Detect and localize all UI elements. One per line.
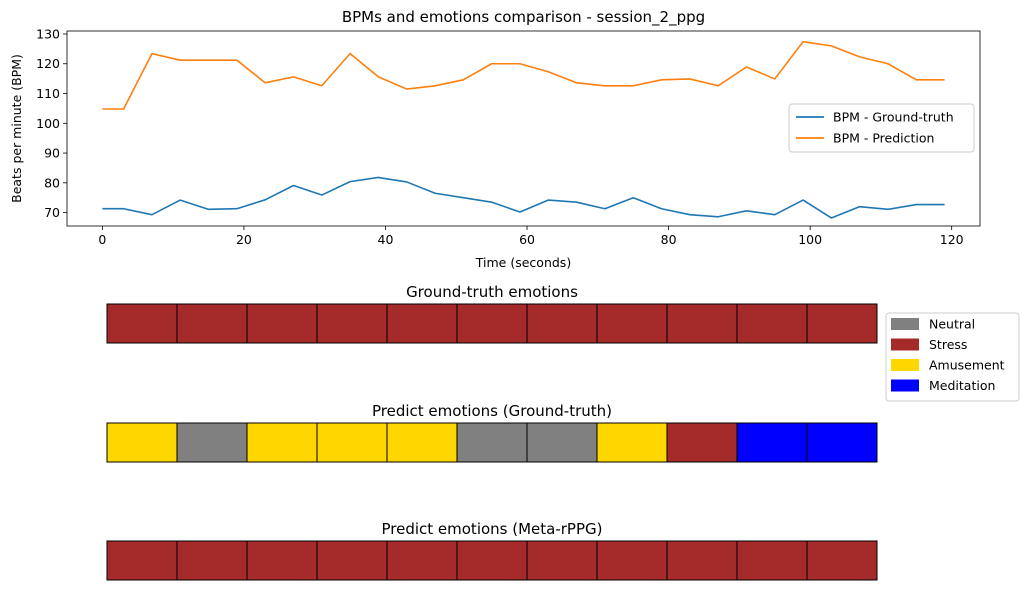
emotion-cell bbox=[316, 303, 388, 344]
emotion-legend-box bbox=[885, 312, 1020, 402]
x-axis-label: Time (seconds) bbox=[475, 255, 571, 270]
strip-title-2: Predict emotions (Meta-rPPG) bbox=[381, 520, 602, 538]
emotion-cell bbox=[596, 540, 668, 581]
x-tick-label: 20 bbox=[236, 232, 252, 247]
y-tick-label: 110 bbox=[36, 86, 60, 101]
y-tick-label: 80 bbox=[44, 175, 60, 190]
emotion-swatch-3 bbox=[891, 379, 919, 392]
emotion-cell bbox=[106, 422, 178, 463]
y-tick-label: 130 bbox=[36, 26, 60, 41]
y-tick-label: 100 bbox=[36, 116, 60, 131]
emotion-strips: Ground-truth emotions Predict emotions (G… bbox=[106, 283, 878, 581]
line-legend: BPM - Ground-truth BPM - Prediction bbox=[788, 103, 975, 153]
legend-label-0: BPM - Ground-truth bbox=[833, 110, 954, 125]
emotion-cell bbox=[456, 540, 528, 581]
emotion-cell bbox=[246, 540, 318, 581]
emotion-label-2: Amusement bbox=[929, 358, 1005, 373]
emotion-cell bbox=[246, 422, 318, 463]
series-line-1 bbox=[102, 40, 945, 110]
emotion-cell bbox=[666, 303, 738, 344]
series-line-0 bbox=[102, 176, 945, 219]
emotion-cell bbox=[386, 303, 458, 344]
emotion-cell bbox=[736, 422, 808, 463]
emotion-label-1: Stress bbox=[929, 337, 967, 352]
emotion-cell bbox=[316, 540, 388, 581]
emotion-cell bbox=[806, 422, 878, 463]
strip-title-1: Predict emotions (Ground-truth) bbox=[372, 402, 612, 420]
strip-frame-1 bbox=[106, 422, 878, 463]
emotion-cell bbox=[386, 540, 458, 581]
y-tick-label: 90 bbox=[44, 146, 60, 161]
x-tick-label: 80 bbox=[661, 232, 677, 247]
x-tick-label: 120 bbox=[940, 232, 964, 247]
strip-frame-2 bbox=[106, 540, 878, 581]
emotion-cell bbox=[596, 422, 668, 463]
emotion-cell bbox=[806, 540, 878, 581]
emotion-cell bbox=[386, 422, 458, 463]
emotion-cell bbox=[666, 540, 738, 581]
emotion-cell bbox=[666, 422, 738, 463]
emotion-cell bbox=[176, 303, 248, 344]
emotion-cell bbox=[526, 422, 598, 463]
strip-frame-0 bbox=[106, 303, 878, 344]
plot-frame bbox=[66, 30, 981, 227]
emotion-cell bbox=[456, 422, 528, 463]
emotion-cell bbox=[246, 303, 318, 344]
x-tick-label: 100 bbox=[798, 232, 822, 247]
emotion-cell bbox=[456, 303, 528, 344]
emotion-label-0: Neutral bbox=[929, 317, 975, 332]
x-tick-label: 40 bbox=[378, 232, 394, 247]
emotion-swatch-1 bbox=[891, 338, 919, 351]
legend-label-1: BPM - Prediction bbox=[833, 131, 934, 146]
emotion-cell bbox=[316, 422, 388, 463]
emotion-cell bbox=[596, 303, 668, 344]
x-tick-label: 60 bbox=[519, 232, 535, 247]
emotion-cell bbox=[806, 303, 878, 344]
emotion-cell bbox=[736, 540, 808, 581]
emotion-legend: Neutral Stress Amusement Meditation bbox=[885, 312, 1020, 402]
strip-title-0: Ground-truth emotions bbox=[406, 283, 578, 301]
line-legend-box bbox=[788, 103, 975, 153]
y-tick-label: 120 bbox=[36, 56, 60, 71]
emotion-cell bbox=[736, 303, 808, 344]
emotion-cell bbox=[106, 540, 178, 581]
y-tick-label: 70 bbox=[44, 205, 60, 220]
x-tick-label: 0 bbox=[98, 232, 106, 247]
emotion-cell bbox=[176, 540, 248, 581]
emotion-swatch-2 bbox=[891, 359, 919, 371]
emotion-label-3: Meditation bbox=[929, 378, 995, 393]
chart-title: BPMs and emotions comparison - session_2… bbox=[342, 8, 705, 27]
emotion-cell bbox=[526, 540, 598, 581]
y-axis-label: Beats per minute (BPM) bbox=[9, 54, 24, 203]
emotion-cell bbox=[176, 422, 248, 463]
emotion-cell bbox=[526, 303, 598, 344]
bpm-line-chart: 0 20 40 60 80 100 120 70 80 90 100 110 120 130 BPMs an… bbox=[9, 8, 981, 270]
emotion-cell bbox=[106, 303, 178, 344]
emotion-swatch-0 bbox=[891, 318, 919, 330]
